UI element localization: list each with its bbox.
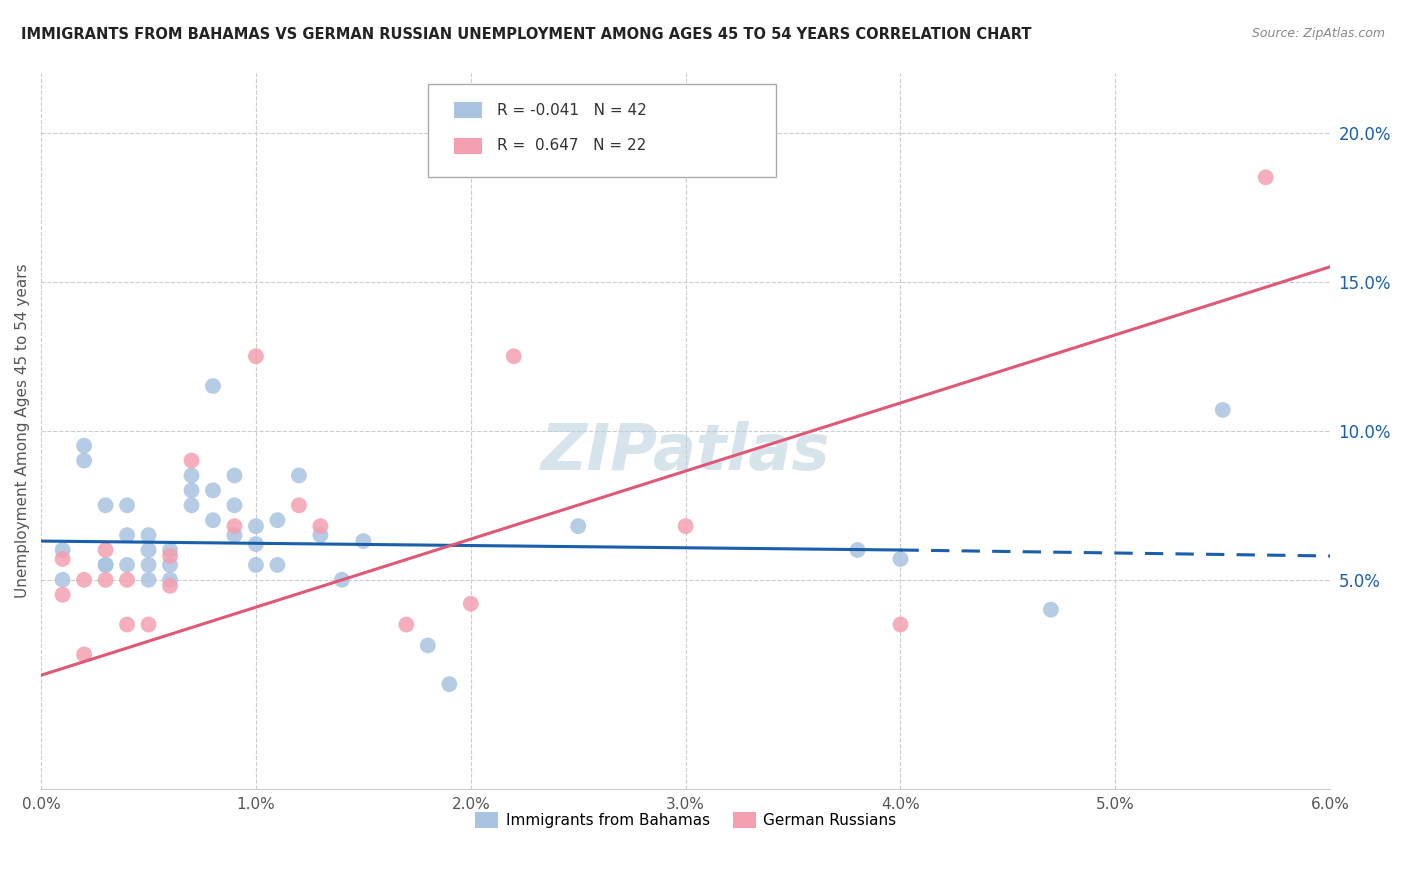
Point	[52, 573, 75, 587]
Point	[288, 498, 311, 512]
Point	[138, 573, 160, 587]
Text: R =  0.647   N = 22: R = 0.647 N = 22	[498, 138, 647, 153]
Point	[115, 498, 138, 512]
Point	[567, 519, 589, 533]
Point	[245, 519, 267, 533]
Point	[309, 519, 332, 533]
Text: R = -0.041   N = 42: R = -0.041 N = 42	[498, 103, 647, 118]
Point	[224, 498, 246, 512]
Point	[115, 617, 138, 632]
Point	[159, 573, 181, 587]
Point	[115, 528, 138, 542]
Point	[94, 558, 117, 572]
Point	[73, 648, 96, 662]
Point	[180, 453, 202, 467]
Point	[502, 349, 524, 363]
Point	[1039, 602, 1062, 616]
Point	[138, 617, 160, 632]
Point	[352, 534, 374, 549]
Point	[94, 543, 117, 558]
Point	[52, 588, 75, 602]
Point	[224, 528, 246, 542]
Point	[395, 617, 418, 632]
Point	[201, 483, 224, 498]
Point	[52, 552, 75, 566]
Legend: Immigrants from Bahamas, German Russians: Immigrants from Bahamas, German Russians	[468, 806, 903, 835]
Point	[309, 528, 332, 542]
Point	[439, 677, 461, 691]
Text: Source: ZipAtlas.com: Source: ZipAtlas.com	[1251, 27, 1385, 40]
Point	[73, 573, 96, 587]
Point	[159, 549, 181, 563]
Point	[245, 537, 267, 551]
FancyBboxPatch shape	[427, 84, 776, 177]
Point	[245, 558, 267, 572]
Text: ZIPatlas: ZIPatlas	[541, 421, 831, 483]
Point	[159, 579, 181, 593]
FancyBboxPatch shape	[454, 138, 482, 153]
Point	[675, 519, 697, 533]
Point	[224, 468, 246, 483]
Point	[115, 558, 138, 572]
Point	[460, 597, 482, 611]
Text: IMMIGRANTS FROM BAHAMAS VS GERMAN RUSSIAN UNEMPLOYMENT AMONG AGES 45 TO 54 YEARS: IMMIGRANTS FROM BAHAMAS VS GERMAN RUSSIA…	[21, 27, 1032, 42]
Point	[138, 528, 160, 542]
Point	[416, 639, 439, 653]
Point	[94, 498, 117, 512]
Point	[201, 513, 224, 527]
Point	[73, 439, 96, 453]
Point	[52, 543, 75, 558]
Point	[245, 349, 267, 363]
Point	[180, 468, 202, 483]
Point	[266, 513, 288, 527]
FancyBboxPatch shape	[454, 103, 482, 118]
Point	[94, 558, 117, 572]
Point	[180, 483, 202, 498]
Point	[138, 558, 160, 572]
Point	[180, 498, 202, 512]
Point	[224, 519, 246, 533]
Point	[889, 617, 911, 632]
Point	[266, 558, 288, 572]
Point	[330, 573, 353, 587]
Point	[138, 543, 160, 558]
Point	[288, 468, 311, 483]
Point	[1254, 170, 1277, 185]
Point	[159, 543, 181, 558]
Point	[846, 543, 869, 558]
Point	[159, 558, 181, 572]
Point	[1212, 403, 1234, 417]
Point	[73, 453, 96, 467]
Point	[115, 573, 138, 587]
Point	[889, 552, 911, 566]
Y-axis label: Unemployment Among Ages 45 to 54 years: Unemployment Among Ages 45 to 54 years	[15, 263, 30, 598]
Point	[201, 379, 224, 393]
Point	[94, 573, 117, 587]
